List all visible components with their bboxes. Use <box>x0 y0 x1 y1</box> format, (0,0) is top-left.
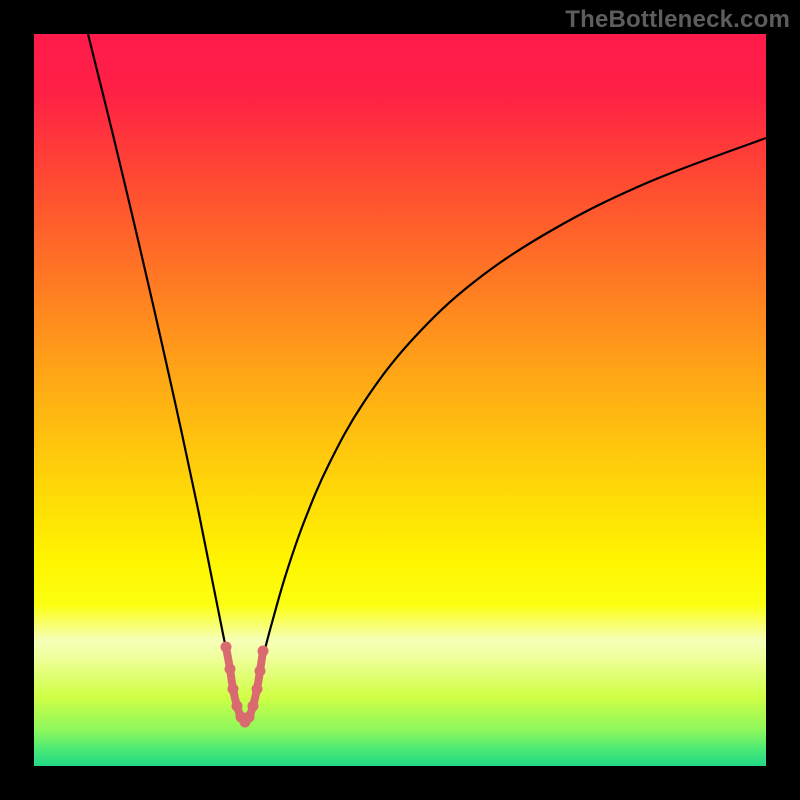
marker-dot <box>255 666 266 677</box>
marker-dot <box>252 684 263 695</box>
marker-dot <box>258 646 269 657</box>
marker-dot <box>248 701 259 712</box>
marker-dot <box>221 642 232 653</box>
marker-dot <box>244 712 255 723</box>
bottleneck-curve-right <box>260 138 766 671</box>
marker-dot <box>232 701 243 712</box>
outer-frame: TheBottleneck.com <box>0 0 800 800</box>
marker-dot <box>225 664 236 675</box>
plot-area <box>34 34 766 766</box>
watermark-label: TheBottleneck.com <box>565 6 790 34</box>
marker-dot <box>228 684 239 695</box>
bottleneck-curve-left <box>88 34 230 671</box>
curve-layer <box>34 34 766 766</box>
